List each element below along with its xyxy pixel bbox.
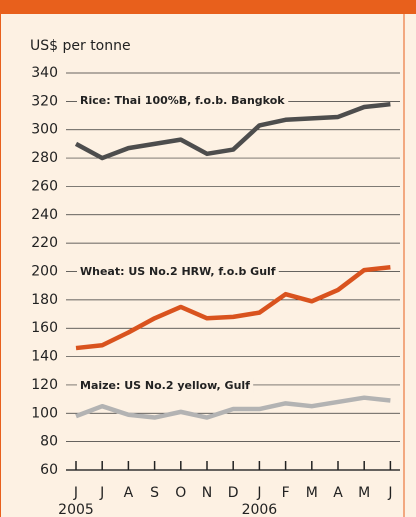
y-tick-label: 260 — [31, 178, 58, 194]
series-label-bg — [77, 378, 254, 393]
series-line — [75, 395, 391, 420]
series-line — [74, 101, 391, 161]
x-tick-label: J — [387, 485, 392, 501]
y-axis-label: US$ per tonne — [30, 38, 131, 54]
series-label-bg — [77, 264, 279, 279]
y-tick-label: 240 — [31, 207, 58, 223]
y-tick-label: 340 — [31, 65, 58, 81]
x-tick-label: F — [282, 485, 290, 501]
x-tick-label: J — [256, 485, 261, 501]
series-label: Maize: US No.2 yellow, Gulf — [80, 379, 250, 392]
y-tick-label: 160 — [31, 320, 58, 336]
series-line — [75, 265, 391, 351]
x-tick-label: J — [73, 485, 78, 501]
y-tick-label: 140 — [31, 349, 58, 365]
series-label: Wheat: US No.2 HRW, f.o.b Gulf — [80, 265, 276, 278]
year-label: 2005 — [58, 502, 94, 517]
header-bar — [0, 0, 416, 14]
y-tick-label: 80 — [40, 434, 58, 450]
x-tick-label: A — [124, 485, 134, 501]
x-tick-label: M — [358, 485, 370, 501]
y-tick-label: 320 — [31, 93, 58, 109]
y-tick-label: 280 — [31, 150, 58, 166]
y-tick-label: 60 — [40, 462, 58, 478]
y-tick-label: 200 — [31, 264, 58, 280]
series-label-bg — [77, 93, 289, 108]
y-tick-label: 300 — [31, 122, 58, 138]
y-tick-label: 120 — [31, 377, 58, 393]
x-tick-label: O — [175, 485, 186, 501]
y-tick-label: 220 — [31, 235, 58, 251]
x-tick-label: A — [333, 485, 343, 501]
y-tick-label: 100 — [31, 405, 58, 421]
year-label: 2006 — [242, 502, 278, 517]
y-tick-label: 180 — [31, 292, 58, 308]
x-tick-label: M — [306, 485, 318, 501]
x-tick-label: D — [228, 485, 239, 501]
series-label: Rice: Thai 100%B, f.o.b. Bangkok — [80, 94, 285, 107]
x-tick-label: N — [202, 485, 212, 501]
x-tick-label: S — [150, 485, 159, 501]
x-tick-label: J — [99, 485, 104, 501]
